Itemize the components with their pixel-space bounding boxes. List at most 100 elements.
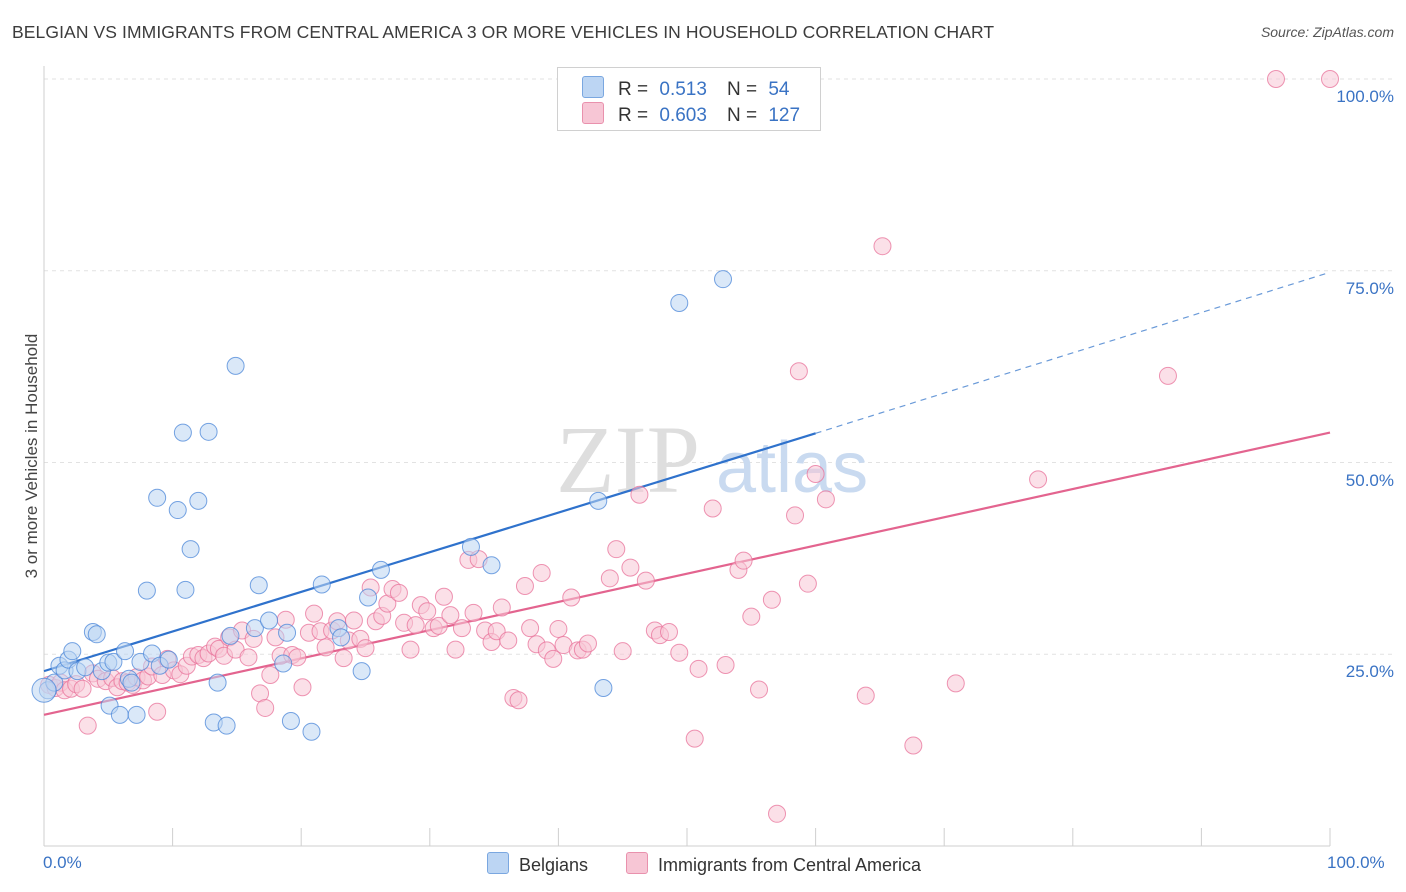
immigrant-point	[578, 634, 597, 653]
immigrant-point	[685, 729, 704, 748]
belgian-point	[359, 588, 378, 607]
belgian-point	[302, 722, 321, 741]
trend-line-immigrants	[43, 431, 1331, 716]
belgian-point	[352, 662, 371, 681]
immigrant-point	[1266, 70, 1285, 88]
immigrant-point	[750, 680, 769, 699]
trend-line-belgians	[43, 432, 816, 673]
immigrant-point	[452, 619, 471, 638]
legend-r-immigrants: 0.603	[659, 105, 707, 126]
immigrant-point	[621, 558, 640, 577]
y-axis-label: 3 or more Vehicles in Household	[22, 333, 41, 579]
immigrant-point	[515, 576, 534, 595]
immigrant-point	[334, 649, 353, 668]
belgian-point	[127, 705, 146, 724]
points	[31, 70, 1339, 823]
belgian-point	[148, 488, 167, 507]
immigrant-point	[446, 640, 465, 659]
belgian-point	[189, 491, 208, 510]
belgian-point	[249, 576, 268, 595]
belgian-point	[274, 654, 293, 673]
immigrant-point	[239, 648, 258, 667]
immigrant-point	[293, 678, 312, 697]
immigrant-point	[464, 603, 483, 622]
immigrant-point	[1321, 70, 1339, 88]
immigrant-point	[261, 665, 280, 684]
belgian-point	[221, 626, 240, 645]
belgian-point	[312, 575, 331, 594]
immigrant-point	[786, 506, 805, 525]
immigrant-point	[904, 736, 923, 755]
belgian-point	[122, 673, 141, 692]
legend-item-immigrants[interactable]: Immigrants from Central America	[626, 852, 921, 876]
immigrant-point	[798, 574, 817, 593]
immigrant-point	[703, 499, 722, 518]
source-credit: Source: ZipAtlas.com	[1260, 24, 1394, 40]
immigrant-point	[789, 362, 808, 381]
immigrant-point	[1029, 470, 1048, 489]
immigrant-point	[406, 616, 425, 635]
x-tick-label-max: 100.0%	[1327, 853, 1385, 872]
immigrant-point	[73, 679, 92, 698]
belgian-point	[181, 540, 200, 559]
immigrant-point	[521, 619, 540, 638]
stats-legend: R = 0.513 N = 54 R = 0.603 N = 127	[557, 67, 821, 131]
axes	[43, 66, 1331, 847]
y-tick-label: 25.0%	[1345, 662, 1394, 682]
immigrant-point	[670, 643, 689, 662]
immigrant-point	[689, 659, 708, 678]
legend-item-belgians[interactable]: Belgians	[487, 852, 588, 876]
belgian-point	[31, 677, 57, 703]
immigrant-point	[499, 631, 518, 650]
immigrant-point	[434, 587, 453, 606]
belgian-point	[199, 422, 218, 441]
belgian-point	[168, 501, 187, 520]
immigrant-point	[305, 604, 324, 623]
immigrant-point	[742, 607, 761, 626]
immigrant-point	[562, 588, 581, 607]
grid-lines	[44, 78, 1395, 655]
immigrant-point	[492, 598, 511, 617]
belgian-point	[110, 705, 129, 724]
immigrant-point	[356, 639, 375, 658]
legend-swatch-belgians	[582, 76, 604, 98]
immigrant-point	[630, 485, 649, 504]
immigrant-point	[532, 563, 551, 582]
belgian-point	[159, 650, 178, 669]
belgian-point	[482, 556, 501, 575]
immigrant-point	[509, 691, 528, 710]
belgian-point	[137, 581, 156, 600]
belgian-point	[116, 642, 135, 661]
belgian-point	[371, 560, 390, 579]
immigrant-point	[856, 686, 875, 705]
immigrant-point	[418, 602, 437, 621]
belgian-point	[714, 270, 733, 289]
immigrant-point	[659, 623, 678, 642]
immigrant-point	[873, 237, 892, 256]
immigrant-point	[816, 490, 835, 509]
y-tick-label: 50.0%	[1345, 470, 1394, 490]
immigrant-point	[636, 571, 655, 590]
immigrant-point	[806, 465, 825, 484]
belgian-point	[208, 673, 227, 692]
belgian-point	[332, 628, 351, 647]
legend-swatch-immigrants	[582, 102, 604, 124]
immigrant-point	[344, 611, 363, 630]
chart-title: BELGIAN VS IMMIGRANTS FROM CENTRAL AMERI…	[12, 22, 995, 42]
immigrant-point	[549, 619, 568, 638]
belgian-point	[104, 652, 123, 671]
belgian-point	[176, 580, 195, 599]
immigrant-point	[762, 590, 781, 609]
x-tick-label-min: 0.0%	[43, 853, 82, 872]
belgian-point	[594, 678, 613, 697]
belgian-point	[260, 611, 279, 630]
immigrant-point	[607, 540, 626, 559]
series-legend: Belgians Immigrants from Central America	[0, 852, 1406, 878]
legend-swatch-belgians-bottom	[487, 852, 509, 874]
y-tick-label: 100.0%	[1336, 87, 1394, 106]
immigrant-point	[256, 698, 275, 717]
immigrant-point	[316, 638, 335, 657]
belgian-point	[217, 716, 236, 735]
belgian-point	[76, 658, 95, 677]
